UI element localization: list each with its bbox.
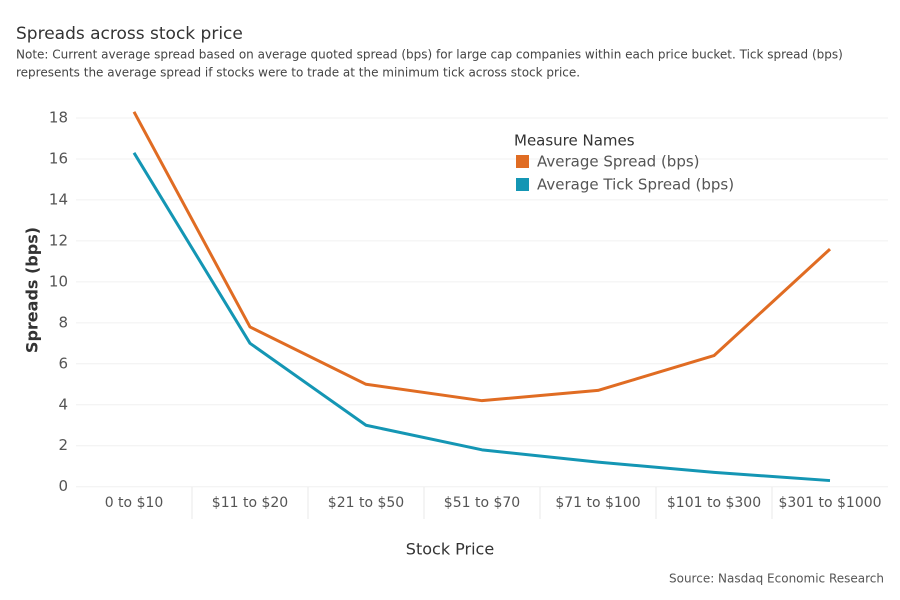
x-tick-label: $71 to $100 [555, 495, 640, 511]
y-tick-label: 18 [49, 108, 68, 126]
x-tick-label: $11 to $20 [212, 495, 288, 511]
x-tick-label: $301 to $1000 [778, 495, 881, 511]
source: Source: Nasdaq Economic Research [669, 572, 884, 586]
legend-title: Measure Names [514, 132, 635, 150]
line [132, 152, 831, 483]
x-tick-label: 0 to $10 [105, 495, 164, 511]
y-tick-label: 0 [58, 477, 68, 495]
y-tick-label: 4 [58, 395, 68, 413]
legend-label: Average Spread (bps) [537, 153, 700, 171]
y-tick-label: 10 [49, 272, 68, 290]
x-tick-label: $21 to $50 [328, 495, 404, 511]
y-tick-label: 12 [49, 231, 68, 249]
y-tick-label: 6 [58, 354, 68, 372]
y-tick-label: 8 [58, 313, 68, 331]
subtitle: Note: Current average spread based on av… [16, 48, 843, 62]
y-tick-label: 2 [58, 436, 68, 454]
y-tick-label: 14 [49, 190, 68, 208]
x-tick-label: $101 to $300 [667, 495, 761, 511]
y-axis-label: Spreads (bps) [23, 227, 42, 353]
y-tick-label: 16 [49, 149, 68, 167]
x-tick-label: $51 to $70 [444, 495, 520, 511]
chart-title: Spreads across stock price [16, 24, 243, 44]
x-axis-label: Stock Price [406, 540, 494, 559]
subtitle: represents the average spread if stocks … [16, 66, 580, 80]
line [132, 111, 832, 403]
legend-label: Average Tick Spread (bps) [537, 176, 734, 194]
legend-swatch [516, 155, 529, 168]
legend-swatch [516, 178, 529, 191]
